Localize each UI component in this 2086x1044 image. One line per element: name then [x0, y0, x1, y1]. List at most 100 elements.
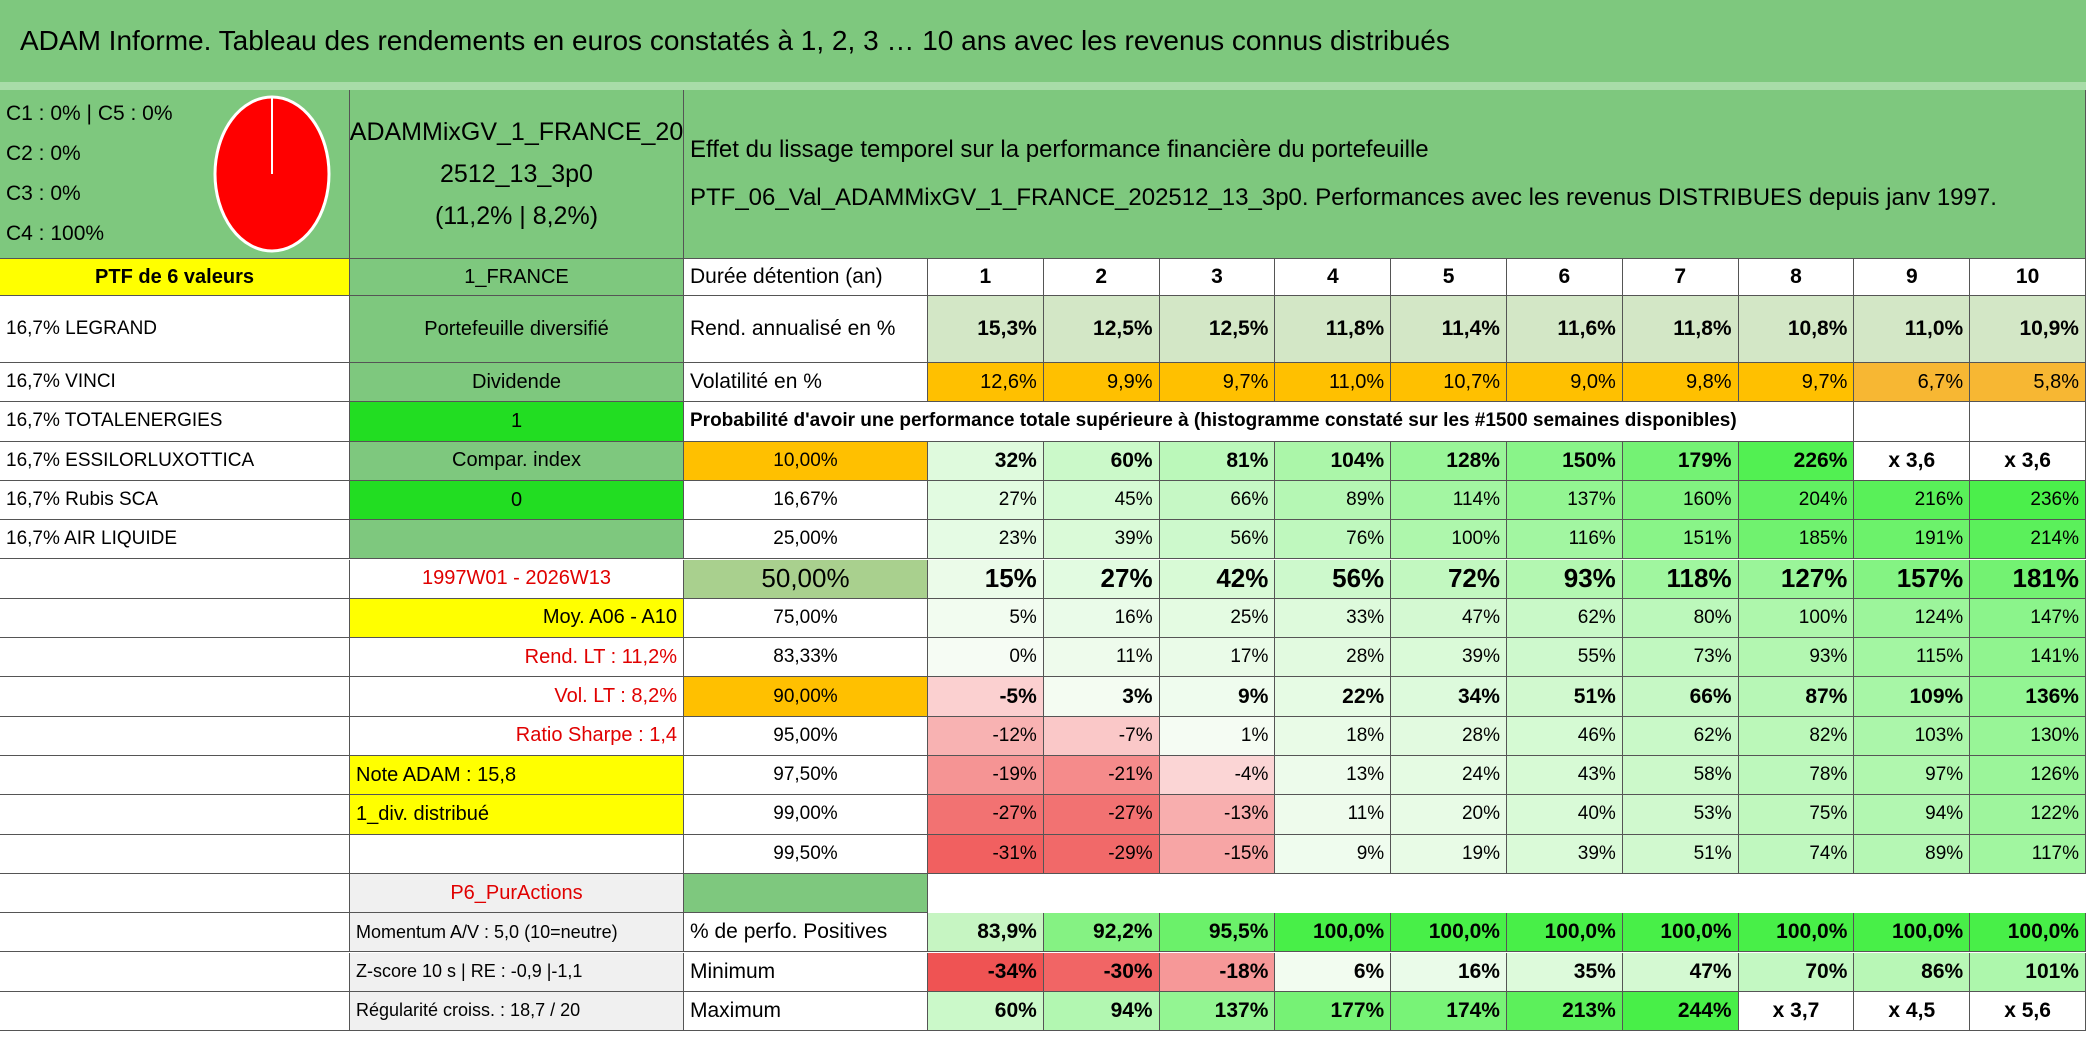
threshold: 99,50% — [684, 834, 928, 874]
stat-value: 60% — [928, 991, 1044, 1032]
stat-value: 70% — [1738, 952, 1855, 992]
stat-value: 100,0% — [1854, 913, 1971, 953]
return-value: 11,8% — [1275, 296, 1392, 363]
probability-value: 104% — [1275, 441, 1392, 481]
probability-value: 82% — [1738, 716, 1855, 756]
volatility-value: 9,8% — [1622, 363, 1739, 403]
cell — [0, 913, 350, 953]
stat-value: 83,9% — [928, 913, 1044, 953]
probability-value: x 3,6 — [1854, 441, 1971, 481]
cell: 1_FRANCE — [350, 259, 684, 296]
probability-value: 66% — [1159, 480, 1276, 521]
probability-value: 5% — [928, 598, 1044, 639]
stat-value: x 5,6 — [1970, 991, 2086, 1032]
threshold: 50,00% — [684, 559, 928, 599]
probability-value: x 3,6 — [1970, 441, 2086, 481]
probability-value: 9% — [1159, 677, 1276, 717]
probability-value: 72% — [1391, 559, 1507, 599]
probability-value: 3% — [1043, 677, 1160, 717]
probability-value: 141% — [1970, 638, 2086, 678]
probability-value: 13% — [1275, 756, 1392, 796]
stat-value: -30% — [1043, 952, 1160, 992]
pie-icon — [213, 95, 331, 253]
cell — [684, 873, 928, 914]
stat-value: -34% — [928, 952, 1044, 992]
cell — [350, 834, 684, 874]
threshold: 90,00% — [684, 677, 928, 717]
profile-regularity: Régularité croiss. : 18,7 / 20 — [350, 991, 684, 1032]
probability-value: 115% — [1854, 638, 1971, 678]
stat-value: 92,2% — [1043, 913, 1160, 953]
profile-period: 1997W01 - 2026W13 — [350, 559, 684, 599]
stat-value: 6% — [1275, 952, 1392, 992]
probability-title: Probabilité d'avoir une performance tota… — [684, 402, 1855, 442]
probability-value: -4% — [1159, 756, 1276, 796]
profile-type: Portefeuille diversifié — [350, 296, 684, 363]
probability-value: 42% — [1159, 559, 1276, 599]
row-label: Minimum — [684, 952, 928, 992]
probability-value: 204% — [1738, 480, 1855, 521]
cell — [0, 598, 350, 639]
probability-value: 11% — [1043, 638, 1160, 678]
text-line: C2 : 0% — [6, 142, 81, 165]
row-label: Volatilité en % — [684, 363, 928, 403]
spacer-row — [0, 82, 2086, 90]
stat-value: 95,5% — [1159, 913, 1276, 953]
probability-value: 43% — [1507, 756, 1623, 796]
stat-value: 101% — [1970, 952, 2086, 992]
cell — [350, 520, 684, 560]
text-line: (11,2% | 8,2%) — [434, 202, 599, 230]
probability-value: 18% — [1275, 716, 1392, 756]
probability-value: 20% — [1391, 795, 1507, 835]
threshold: 75,00% — [684, 598, 928, 639]
title: ADAM Informe. Tableau des rendements en … — [0, 0, 2086, 82]
probability-value: 28% — [1275, 638, 1392, 678]
probability-value: 126% — [1970, 756, 2086, 796]
probability-value: -5% — [928, 677, 1044, 717]
volatility-value: 11,0% — [1275, 363, 1392, 403]
cell — [0, 638, 350, 678]
profile-zscore: Z-score 10 s | RE : -0,9 |-1,1 — [350, 952, 684, 992]
probability-value: 97% — [1854, 756, 1971, 796]
probability-value: 40% — [1507, 795, 1623, 835]
threshold: 99,00% — [684, 795, 928, 835]
probability-value: 19% — [1391, 834, 1507, 874]
probability-value: -27% — [928, 795, 1044, 835]
probability-value: 76% — [1275, 520, 1392, 560]
probability-value: 94% — [1854, 795, 1971, 835]
stat-value: x 3,7 — [1738, 991, 1855, 1032]
threshold: 10,00% — [684, 441, 928, 481]
probability-value: 25% — [1159, 598, 1276, 639]
probability-value: 181% — [1970, 559, 2086, 599]
stat-value: 177% — [1275, 991, 1392, 1032]
probability-value: 117% — [1970, 834, 2086, 874]
volatility-value: 9,7% — [1159, 363, 1276, 403]
profile-adam-score: Note ADAM : 15,8 — [350, 756, 684, 796]
probability-value: 51% — [1507, 677, 1623, 717]
cell — [1854, 402, 1971, 442]
column-header: 1 — [928, 259, 1044, 296]
profile-momentum: Momentum A/V : 5,0 (10=neutre) — [350, 913, 684, 953]
profile-sharpe: Ratio Sharpe : 1,4 — [350, 716, 684, 756]
probability-value: 236% — [1970, 480, 2086, 521]
threshold: 83,33% — [684, 638, 928, 678]
column-header: 9 — [1854, 259, 1971, 296]
probability-value: 89% — [1275, 480, 1392, 521]
probability-value: 130% — [1970, 716, 2086, 756]
cell — [1970, 402, 2086, 442]
probability-value: 1% — [1159, 716, 1276, 756]
threshold: 95,00% — [684, 716, 928, 756]
profile-dividend: 1_div. distribué — [350, 795, 684, 835]
probability-value: 22% — [1275, 677, 1392, 717]
threshold: 16,67% — [684, 480, 928, 521]
cell — [0, 716, 350, 756]
text-line: 2512_13_3p0 — [440, 160, 593, 188]
profile-long-term-return: Rend. LT : 11,2% — [350, 638, 684, 678]
return-value: 11,6% — [1507, 296, 1623, 363]
stat-value: 213% — [1507, 991, 1623, 1032]
probability-value: 116% — [1507, 520, 1623, 560]
probability-value: 109% — [1854, 677, 1971, 717]
stat-value: 35% — [1507, 952, 1623, 992]
return-value: 12,5% — [1159, 296, 1276, 363]
